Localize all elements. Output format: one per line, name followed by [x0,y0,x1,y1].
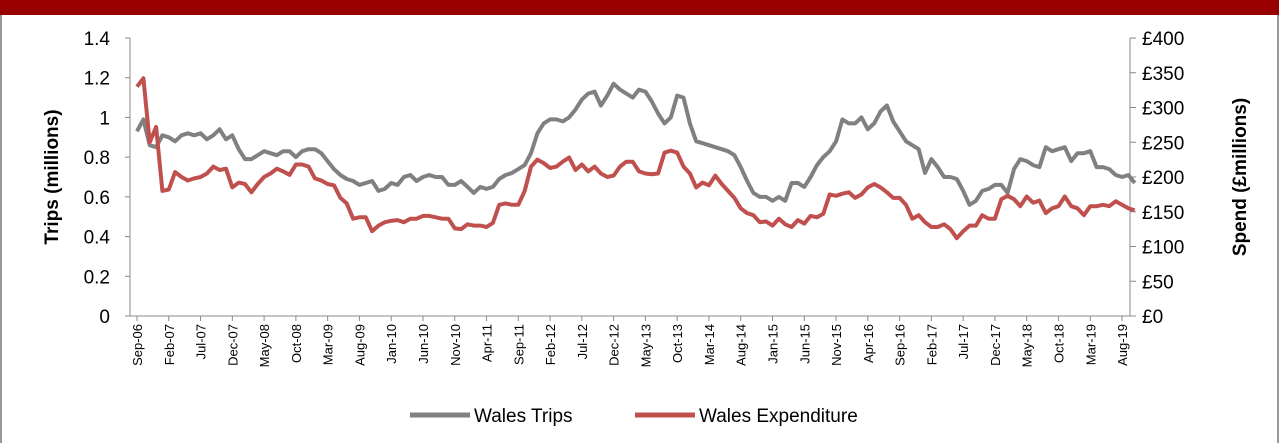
x-tick-label: Dec-12 [607,324,622,366]
x-tick-label: Apr-11 [480,324,495,362]
legend-label: Wales Expenditure [699,406,858,427]
series-line [135,81,1137,207]
x-tick-label: Feb-17 [924,324,939,365]
x-tick-label: Oct-08 [289,324,304,363]
x-tick-label: Jul-07 [194,324,209,359]
y2-axis-title: Spend (£millions) [1230,98,1251,256]
x-tick-label: May-18 [1020,324,1035,367]
x-tick-label: Mar-09 [321,324,336,365]
y-tick-label: 0.6 [84,188,110,209]
y2-tick-label: £100 [1142,238,1184,259]
y2-tick-label: £250 [1142,133,1184,154]
header-bar [0,0,1279,15]
y2-tick-label: £200 [1142,168,1184,189]
x-tick-label: May-08 [257,324,272,367]
x-tick-label: Sep-06 [130,324,145,366]
x-tick-label: Sep-11 [511,324,526,365]
x-tick-label: Oct-13 [670,324,685,363]
x-tick-label: Nov-10 [448,324,463,366]
x-tick-label: Apr-16 [861,324,876,363]
y-tick-label: 0 [99,307,110,328]
x-tick-label: May-13 [638,324,653,367]
series-line [135,76,1136,241]
x-tick-label: Aug-09 [352,324,367,366]
x-tick-label: Jun-10 [416,324,431,364]
y-tick-label: 0.4 [84,228,111,249]
y2-tick-label: £150 [1142,203,1184,224]
x-tick-label: Jul-17 [956,324,971,359]
y2-tick-label: £350 [1142,64,1184,85]
y2-tick-label: £300 [1142,99,1184,120]
y-tick-label: 1.4 [84,29,111,50]
y2-tick-label: £400 [1142,29,1184,50]
y2-tick-label: £50 [1142,272,1174,293]
x-tick-label: Mar-14 [702,324,717,365]
x-tick-label: Feb-12 [543,324,558,365]
y2-tick-label: £0 [1142,307,1163,328]
x-tick-label: Dec-17 [988,324,1003,366]
y-tick-label: 1.2 [84,69,110,90]
x-tick-label: Feb-07 [162,324,177,365]
x-tick-label: Jul-12 [575,324,590,359]
x-tick-label: Jun-15 [797,324,812,364]
x-tick-label: Oct-18 [1051,324,1066,363]
x-tick-label: Jan-10 [384,324,399,364]
y-tick-label: 1 [99,108,110,129]
x-tick-label: Aug-19 [1115,324,1130,366]
x-tick-label: Sep-16 [893,324,908,366]
y-tick-label: 0.8 [84,148,110,169]
y-axis-title: Trips (millions) [42,109,63,244]
x-tick-label: Aug-14 [734,324,749,366]
x-tick-label: Nov-15 [829,324,844,366]
y-tick-label: 0.2 [84,267,110,288]
x-tick-label: Dec-07 [225,324,240,366]
legend-label: Wales Trips [474,406,573,427]
x-tick-label: Jan-15 [766,324,781,364]
x-tick-label: Mar-19 [1083,324,1098,365]
